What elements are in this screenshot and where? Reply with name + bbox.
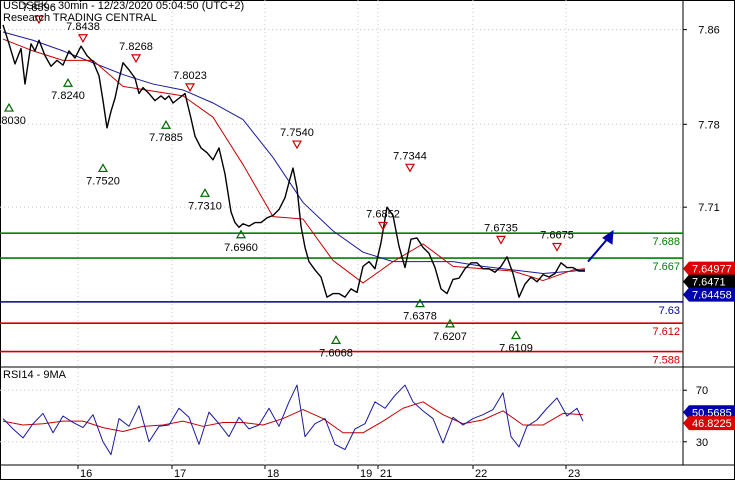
y-tick-label: 7.86 [698, 25, 719, 37]
low-marker [510, 330, 522, 340]
price-tag-ma_slow-bg [683, 287, 735, 302]
series-rsi_ma [2, 401, 584, 434]
high-marker [551, 242, 563, 252]
series-price [2, 24, 585, 298]
low-marker [160, 120, 172, 129]
x-tick-label: 21 [380, 468, 392, 480]
y-tick-label: 7.78 [698, 119, 719, 131]
series-rsi [2, 384, 584, 456]
high-label: 7.8596 [22, 2, 56, 14]
low-label: 7.8240 [51, 90, 85, 102]
high-label: 7.8268 [119, 41, 153, 53]
low-label: 7.6109 [499, 342, 533, 354]
low-marker [3, 102, 15, 112]
rsi-panel-title: RSI14 - 9MA [3, 369, 67, 381]
low-marker [97, 163, 109, 173]
low-label: 7.7520 [86, 175, 120, 187]
level-label: 7.588 [652, 355, 680, 367]
low-marker [414, 298, 426, 308]
high-label: 7.6735 [484, 222, 518, 234]
price-tag-price-label: 7.6471 [692, 277, 726, 289]
low-marker [444, 318, 456, 328]
y-tick-label: 7.71 [698, 202, 719, 214]
low-label: 7.6207 [433, 331, 467, 343]
chart-title: USDSEK - 30min - 12/23/2020 05:04:50 (UT… [3, 0, 245, 12]
rsi-tag-rsi_ma-label: 46.8225 [692, 418, 732, 430]
low-label: 7.8030 [0, 115, 26, 127]
rsi-tag-rsi_ma-bg [683, 416, 735, 431]
high-label: 7.8023 [173, 70, 207, 82]
price-tag-ma_fast-label: 7.64977 [692, 264, 732, 276]
high-label: 7.7344 [393, 150, 427, 162]
low-marker [62, 78, 74, 87]
price-tag-ma_slow-label: 7.64458 [692, 290, 732, 302]
low-label: 7.6068 [319, 347, 353, 359]
marks-layer: 7.8030 7.8596 7.8438 7.7520 7.8240 7.8268 7.78… [0, 2, 614, 359]
low-label: 7.7885 [149, 132, 183, 144]
level-label: 7.688 [652, 236, 680, 248]
levels-layer: 7.688 7.667 7.63 7.612 7.588 [0, 232, 683, 367]
low-marker [330, 335, 342, 344]
high-label: 7.8438 [66, 21, 100, 33]
series-ma_fast [2, 38, 586, 284]
level-label: 7.667 [652, 261, 680, 273]
rsi-y-tick-label: 70 [696, 385, 708, 397]
rsi-tag-rsi-bg [683, 405, 735, 420]
low-marker [199, 188, 211, 197]
low-label: 7.6378 [403, 311, 437, 323]
series-layer [2, 24, 586, 456]
price-tag-price-bg [683, 274, 735, 289]
level-label: 7.63 [659, 305, 680, 317]
chart-source: Research TRADING CENTRAL [3, 12, 157, 24]
high-marker [77, 34, 89, 43]
x-tick-label: 19 [360, 468, 372, 480]
high-marker [33, 15, 45, 25]
high-label: 7.7540 [280, 127, 314, 139]
x-tick-label: 16 [80, 468, 92, 480]
x-tick-label: 18 [267, 468, 279, 480]
high-marker [495, 235, 507, 245]
high-marker [404, 163, 416, 173]
low-marker [235, 229, 247, 239]
high-marker [291, 140, 303, 150]
low-label: 7.6960 [224, 242, 258, 254]
x-tick-label: 22 [475, 468, 487, 480]
high-marker [184, 83, 196, 93]
series-ma_slow [2, 31, 586, 274]
rsi-y-tick-label: 30 [696, 437, 708, 449]
high-marker [377, 221, 389, 231]
price-tag-ma_fast-bg [683, 261, 735, 276]
x-tick-label: 23 [568, 468, 580, 480]
x-tick-label: 17 [174, 468, 186, 480]
level-label: 7.612 [652, 326, 680, 338]
low-label: 7.7310 [188, 200, 222, 212]
high-label: 7.6675 [540, 229, 574, 241]
high-label: 7.6852 [366, 209, 400, 221]
high-marker [130, 54, 142, 64]
forecast-arrow-head [602, 229, 614, 245]
